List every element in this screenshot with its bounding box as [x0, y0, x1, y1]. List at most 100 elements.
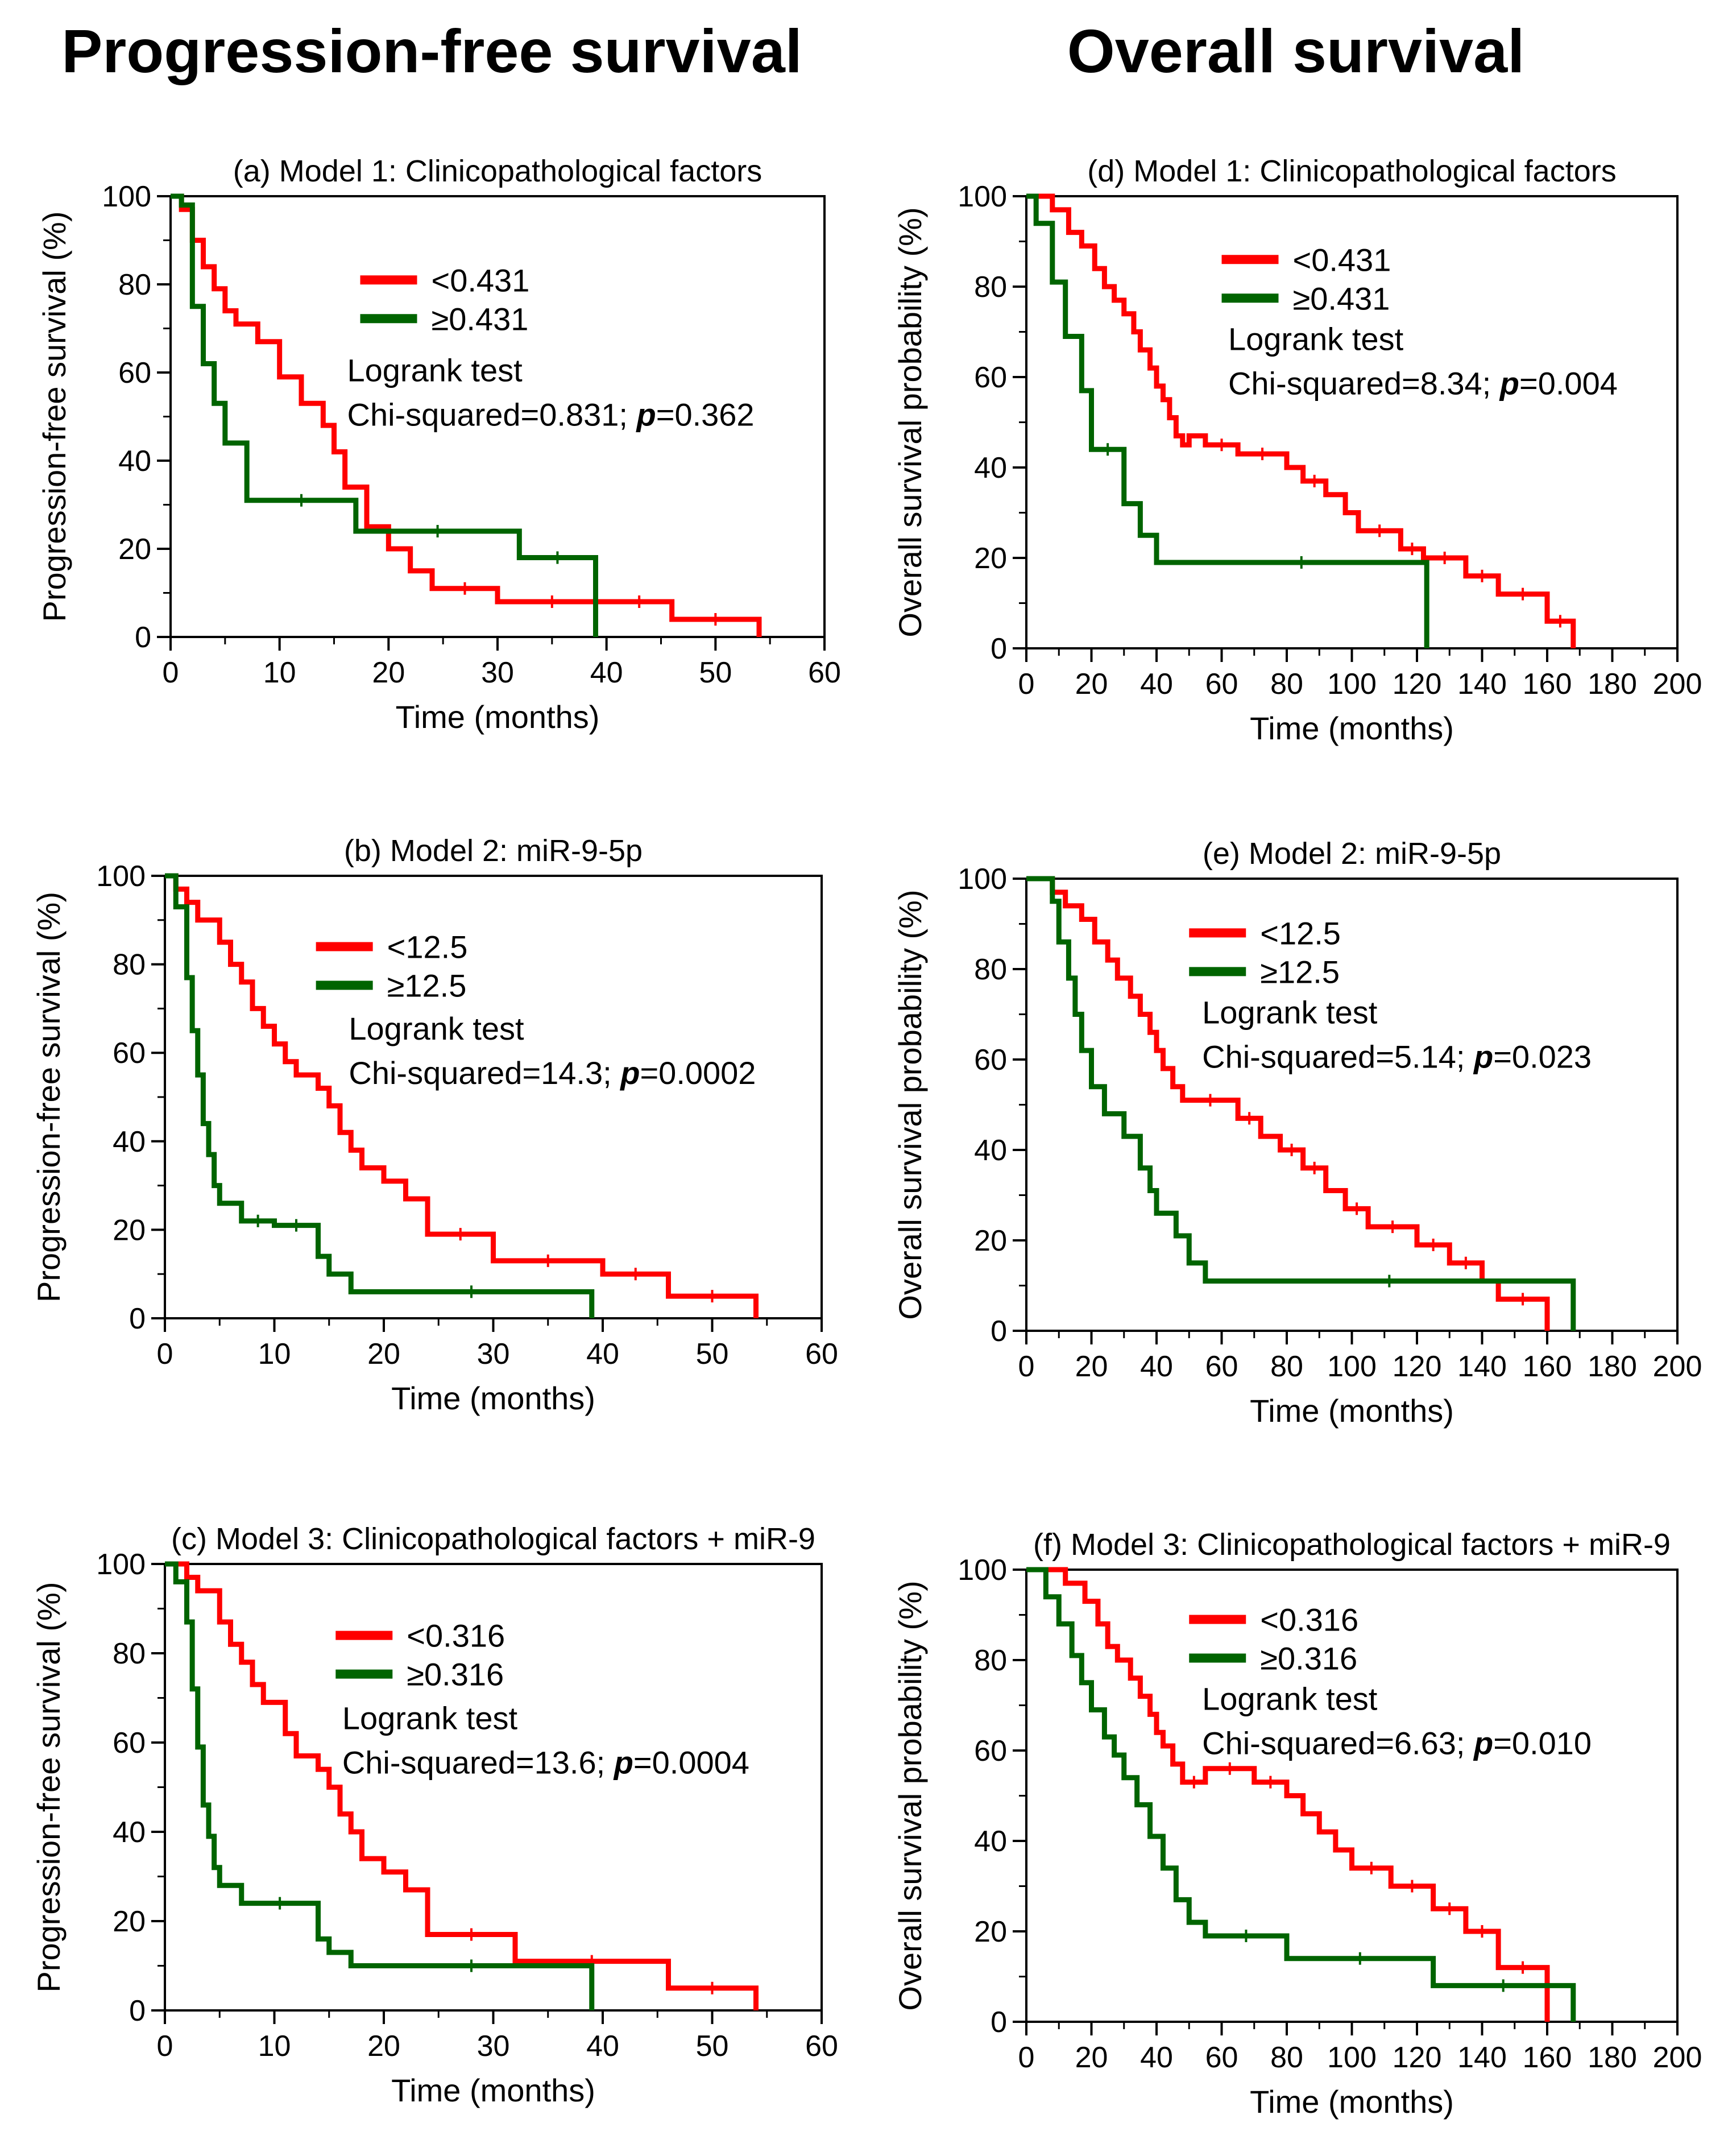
x-axis-label: Time (months) [1250, 710, 1454, 746]
legend-label: <0.431 [1293, 242, 1391, 278]
legend-label: <0.316 [407, 1618, 505, 1654]
km-curve-high [1026, 193, 1429, 648]
p-value: =0.0004 [633, 1744, 749, 1780]
x-tick-label: 20 [367, 2030, 400, 2063]
x-tick-label: 0 [157, 1338, 173, 1371]
panel-title: (f) Model 3: Clinicopathological factors… [1033, 1528, 1671, 1562]
x-axis-label: Time (months) [1250, 1393, 1454, 1429]
km-curve-high [165, 1561, 595, 2010]
x-tick-label: 10 [258, 1338, 291, 1371]
plot-frame [1025, 878, 1679, 1332]
x-axis-label: Time (months) [396, 699, 600, 735]
p-symbol: p [636, 397, 656, 433]
y-tick-label: 0 [991, 1315, 1007, 1348]
km-curve-high [165, 873, 595, 1318]
panel-title: (e) Model 2: miR-9-5p [1203, 837, 1501, 871]
panel-b: (b) Model 2: miR-9-5p 0 10 20 30 40 50 60 0 20 40 6… [31, 834, 838, 1416]
y-tick-label: 20 [974, 542, 1007, 575]
legend-label: <0.316 [1260, 1602, 1358, 1637]
panel-d: (d) Model 1: Clinicopathological factors… [892, 154, 1702, 746]
legend-label: ≥0.316 [1260, 1640, 1357, 1676]
legend-label: ≥12.5 [1260, 954, 1340, 990]
p-symbol: p [619, 1055, 640, 1091]
legend-label: <0.431 [432, 262, 530, 298]
y-tick-label: 40 [974, 452, 1007, 485]
x-tick-label: 40 [1140, 668, 1173, 701]
x-tick-label: 20 [372, 656, 405, 689]
y-tick-label: 0 [991, 632, 1007, 665]
x-tick-label: 160 [1523, 2041, 1572, 2074]
x-tick-label: 80 [1270, 2041, 1303, 2074]
logrank-label: Logrank test [1202, 1681, 1378, 1716]
km-curve-low [1026, 193, 1576, 648]
p-symbol: p [613, 1744, 633, 1780]
x-tick-label: 0 [1018, 1350, 1035, 1383]
y-tick-label: 60 [118, 357, 151, 390]
x-tick-label: 60 [805, 1338, 838, 1371]
y-tick-label: 60 [113, 1727, 146, 1760]
y-tick-label: 80 [113, 949, 146, 982]
x-tick-label: 30 [477, 2030, 510, 2063]
x-axis-label: Time (months) [391, 1380, 595, 1416]
y-tick-label: 20 [974, 1224, 1007, 1257]
y-tick-label: 100 [96, 860, 146, 893]
y-tick-label: 40 [118, 445, 151, 478]
x-axis-label: Time (months) [391, 2072, 595, 2108]
x-tick-label: 60 [1205, 668, 1238, 701]
y-tick-label: 40 [113, 1125, 146, 1158]
panel-title: (c) Model 3: Clinicopathological factors… [171, 1522, 815, 1556]
y-tick-label: 40 [974, 1825, 1007, 1858]
chi-squared-text: Chi-squared=5.14; p=0.023 [1202, 1038, 1592, 1074]
x-tick-label: 140 [1457, 668, 1507, 701]
y-tick-label: 20 [974, 1915, 1007, 1948]
x-tick-label: 30 [481, 656, 514, 689]
panel-title: (a) Model 1: Clinicopathological factors [233, 154, 762, 188]
y-tick-label: 40 [113, 1816, 146, 1849]
legend-label: ≥0.431 [432, 301, 529, 337]
chi-squared-text: Chi-squared=0.831; p=0.362 [347, 397, 755, 433]
x-tick-label: 20 [1075, 668, 1108, 701]
y-tick-label: 0 [129, 1302, 146, 1335]
x-tick-label: 120 [1393, 668, 1442, 701]
x-tick-label: 200 [1653, 2041, 1702, 2074]
panel-title: (b) Model 2: miR-9-5p [344, 834, 643, 868]
y-tick-label: 60 [974, 1044, 1007, 1077]
p-symbol: p [1499, 365, 1519, 401]
chi-squared-text: Chi-squared=6.63; p=0.010 [1202, 1725, 1592, 1761]
y-tick-label: 40 [974, 1134, 1007, 1167]
y-tick-label: 100 [96, 1548, 146, 1581]
x-tick-label: 20 [1075, 2041, 1108, 2074]
y-tick-label: 0 [135, 621, 151, 654]
x-tick-label: 20 [1075, 1350, 1108, 1383]
y-axis-label: Overall survival probability (%) [892, 889, 928, 1319]
x-tick-label: 50 [696, 2030, 729, 2063]
x-tick-label: 200 [1653, 1350, 1702, 1383]
x-tick-label: 60 [1205, 1350, 1238, 1383]
x-tick-label: 80 [1270, 1350, 1303, 1383]
x-tick-label: 0 [163, 656, 179, 689]
logrank-label: Logrank test [347, 353, 523, 388]
y-axis-label: Progression-free survival (%) [31, 1582, 67, 1993]
x-tick-label: 180 [1588, 2041, 1637, 2074]
y-tick-label: 20 [118, 533, 151, 566]
y-axis-label: Progression-free survival (%) [36, 212, 72, 622]
y-axis-label: Progression-free survival (%) [31, 892, 67, 1302]
x-tick-label: 180 [1588, 1350, 1637, 1383]
x-tick-label: 30 [477, 1338, 510, 1371]
km-curve-high [1026, 1567, 1576, 2022]
x-tick-label: 0 [1018, 2041, 1035, 2074]
x-tick-label: 180 [1588, 668, 1637, 701]
y-tick-label: 100 [958, 1554, 1007, 1587]
km-curve-low [1026, 1567, 1550, 2022]
y-tick-label: 60 [113, 1037, 146, 1070]
y-tick-label: 60 [974, 1735, 1007, 1768]
y-tick-label: 80 [974, 271, 1007, 304]
x-tick-label: 80 [1270, 668, 1303, 701]
y-tick-label: 80 [974, 953, 1007, 986]
legend-label: ≥12.5 [387, 967, 467, 1003]
logrank-label: Logrank test [1228, 321, 1404, 357]
x-tick-label: 0 [1018, 668, 1035, 701]
x-tick-label: 140 [1457, 2041, 1507, 2074]
logrank-label: Logrank test [349, 1011, 524, 1046]
